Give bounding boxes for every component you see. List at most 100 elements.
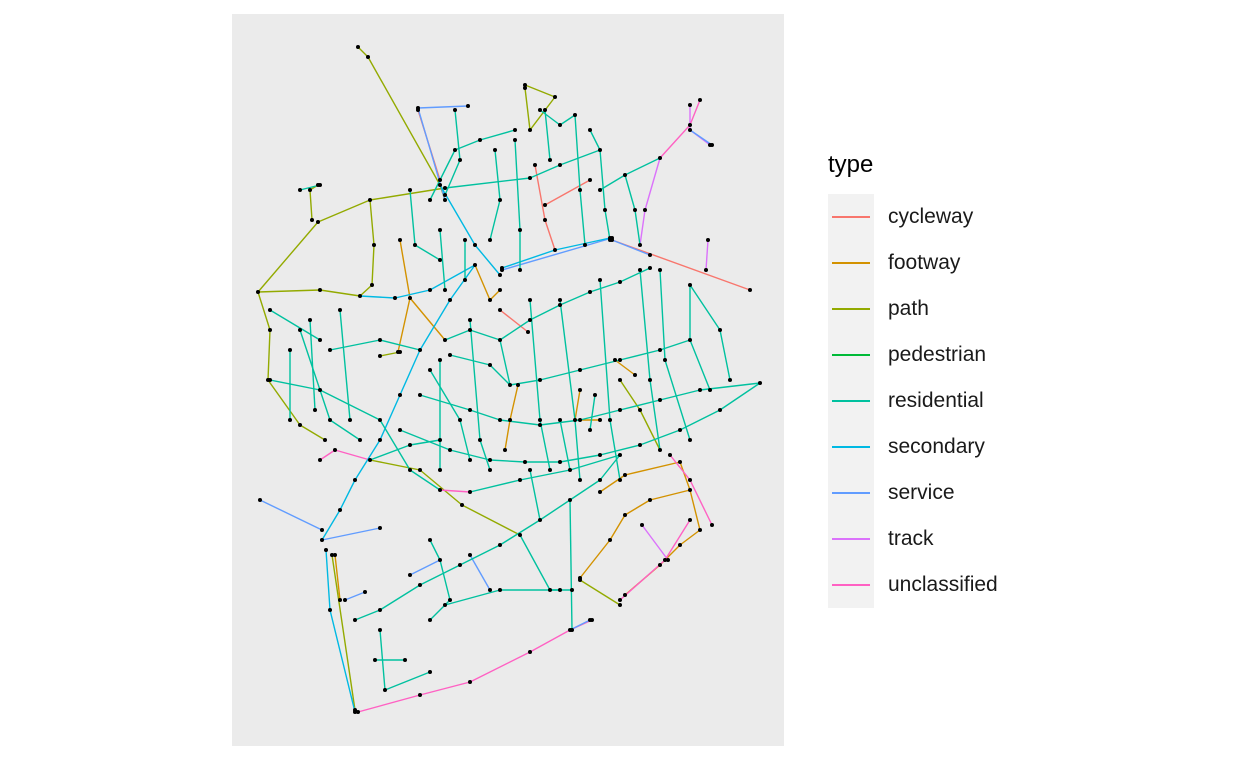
street-node [468, 458, 472, 462]
street-node [438, 438, 442, 442]
street-node [618, 478, 622, 482]
street-node [443, 198, 447, 202]
street-node [498, 543, 502, 547]
street-node [688, 478, 692, 482]
street-node [458, 563, 462, 567]
street-node [378, 608, 382, 612]
street-node [396, 350, 400, 354]
street-segment-residential [529, 299, 551, 471]
street-node [704, 268, 708, 272]
street-node [428, 198, 432, 202]
street-node [318, 183, 322, 187]
street-node [728, 378, 732, 382]
street-node [498, 288, 502, 292]
street-node [268, 378, 272, 382]
street-node [498, 198, 502, 202]
street-node [663, 358, 667, 362]
street-segment-residential [689, 284, 731, 381]
street-node [558, 298, 562, 302]
street-segment-residential [444, 149, 601, 189]
street-node [428, 538, 432, 542]
street-node [438, 183, 442, 187]
street-segment-residential [469, 319, 491, 471]
street-node [553, 248, 557, 252]
legend-title: type [828, 151, 874, 178]
street-segment-secondary [439, 184, 501, 276]
street-node [598, 188, 602, 192]
street-node [498, 273, 502, 277]
street-node [578, 188, 582, 192]
street-node [558, 460, 562, 464]
street-segment-residential [589, 394, 596, 431]
street-node [428, 670, 432, 674]
street-node [558, 303, 562, 307]
street-node [618, 378, 622, 382]
street-node [528, 650, 532, 654]
street-node [438, 228, 442, 232]
street-segment-residential [449, 354, 511, 386]
street-node [328, 348, 332, 352]
street-node [688, 518, 692, 522]
street-node [593, 393, 597, 397]
street-node [640, 523, 644, 527]
street-node [613, 358, 617, 362]
street-node [383, 688, 387, 692]
street-node [413, 243, 417, 247]
street-node [658, 398, 662, 402]
street-node [448, 598, 452, 602]
street-node [688, 338, 692, 342]
street-node [633, 208, 637, 212]
street-segment-track [705, 239, 709, 271]
street-node [578, 418, 582, 422]
street-node [408, 573, 412, 577]
street-node [418, 468, 422, 472]
map-panel [232, 14, 784, 746]
street-node [588, 618, 592, 622]
street-node [588, 178, 592, 182]
street-node [338, 598, 342, 602]
street-node [448, 298, 452, 302]
street-node [666, 558, 670, 562]
street-segment-service [689, 129, 713, 146]
street-node [448, 448, 452, 452]
street-node [678, 543, 682, 547]
street-node [498, 308, 502, 312]
street-node [288, 348, 292, 352]
street-segment-residential [429, 539, 451, 621]
street-node [583, 243, 587, 247]
street-node [658, 348, 662, 352]
street-node [468, 328, 472, 332]
street-node [623, 473, 627, 477]
street-node [678, 460, 682, 464]
street-node [648, 498, 652, 502]
street-node [558, 418, 562, 422]
street-segment-unclassified [319, 449, 371, 461]
legend-swatch-footway [828, 240, 874, 286]
street-node [558, 163, 562, 167]
street-segment-path [257, 187, 446, 293]
street-node [643, 208, 647, 212]
street-node [658, 563, 662, 567]
street-node [268, 308, 272, 312]
street-segment-secondary [325, 549, 356, 713]
street-segment-track [641, 524, 669, 561]
street-segment-residential [624, 174, 641, 246]
street-node [288, 418, 292, 422]
street-segment-service [569, 619, 591, 631]
street-node [518, 228, 522, 232]
street-node [498, 418, 502, 422]
street-segment-track [689, 105, 711, 146]
street-segment-residential [269, 379, 381, 421]
street-node [398, 428, 402, 432]
street-segment-service [501, 237, 613, 271]
street-node [428, 618, 432, 622]
street-segment-residential [444, 109, 461, 196]
street-segment-residential [444, 589, 560, 606]
legend-swatch-secondary [828, 424, 874, 470]
street-node [408, 188, 412, 192]
street-node [678, 428, 682, 432]
street-node [698, 98, 702, 102]
street-node [488, 298, 492, 302]
street-node [578, 368, 582, 372]
street-node [503, 448, 507, 452]
